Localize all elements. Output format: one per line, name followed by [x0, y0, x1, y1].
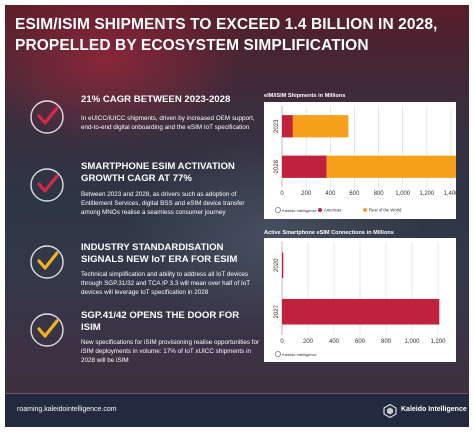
chart-1-title: eIM/iSIM Shipments in Millions	[264, 93, 346, 99]
stat-heading-4: SGP.41/42 OPENS THE DOOR FOR ISIM	[81, 310, 240, 333]
footer-divider	[5, 393, 469, 394]
bar-2028-americas	[282, 155, 327, 178]
x-tick-label: 400	[329, 339, 340, 345]
x-tick-label: 200	[303, 339, 314, 345]
bar-2028-rest-of-the-world	[326, 155, 456, 178]
chart-source: Kaleido Intelligence	[282, 352, 317, 357]
chart-1-panel: 0 200 400 600 800 1,000 1,200 1,400 2023 2028 Kale…	[264, 102, 456, 219]
x-tick-label: 800	[374, 191, 385, 197]
legend-entry: Americas	[324, 208, 341, 213]
bar-2020-value	[282, 252, 284, 279]
footer: roaming.kaleidointelligence.com Kaleido …	[5, 394, 469, 427]
stat-heading-3: INDUSTRY STANDARDISATION SIGNALS NEW IoT…	[81, 242, 238, 265]
infographic-card: ESIM/ISIM SHIPMENTS TO EXCEED 1.4 BILLIO…	[5, 5, 469, 427]
stat-item-4: SGP.41/42 OPENS THE DOOR FOR ISIM New sp…	[5, 307, 263, 377]
stat-item-3: INDUSTRY STANDARDISATION SIGNALS NEW IoT…	[5, 239, 263, 309]
checkmark-yellow-icon	[30, 245, 64, 279]
legend-swatch	[318, 208, 322, 212]
y-category-label: 2020	[274, 258, 280, 272]
page-title: ESIM/ISIM SHIPMENTS TO EXCEED 1.4 BILLIO…	[15, 16, 438, 54]
x-tick-label: 800	[381, 339, 392, 345]
stat-body-2: Between 2023 and 2028, as drivers such a…	[81, 191, 245, 216]
checkmark-red-icon	[30, 168, 64, 202]
stat-heading-2: SMARTPHONE ESIM ACTIVATION GROWTH CAGR A…	[81, 161, 235, 184]
legend-entry: Rest of the World	[369, 208, 402, 213]
x-tick-label: 1,200	[419, 191, 435, 197]
checkmark-yellow-icon	[30, 313, 64, 347]
chart-source: Kaleido Intelligence	[282, 208, 317, 213]
bar-2023-americas	[282, 115, 293, 138]
footer-url[interactable]: roaming.kaleidointelligence.com	[17, 406, 117, 413]
stat-body-3: Technical simplification and ability to …	[81, 271, 250, 296]
chart-2-title: Active Smartphone eSIM Connections in Mi…	[264, 230, 394, 236]
chart-2-panel: 0 200 400 600 800 1,000 1,200 2020 2027 Kaleido I…	[264, 238, 456, 362]
stat-body-4: New specifications for iSIM provisioning…	[81, 339, 260, 364]
x-tick-label: 600	[355, 339, 366, 345]
footer-brand-name: Kaleido Intelligence	[401, 406, 467, 413]
x-tick-label: 0	[280, 191, 284, 197]
x-tick-label: 1,000	[404, 339, 420, 345]
kaleido-badge-icon	[275, 207, 281, 213]
x-tick-label: 1,200	[430, 339, 446, 345]
x-tick-label: 200	[301, 191, 312, 197]
y-category-label: 2023	[274, 119, 280, 133]
y-category-label: 2028	[274, 159, 280, 173]
kaleido-logo-icon	[383, 404, 397, 418]
x-tick-label: 0	[280, 339, 284, 345]
stat-item-1: 21% CAGR BETWEEN 2023-2028 In eUICC/iUIC…	[5, 91, 263, 151]
bar-2023-rest-of-the-world	[292, 115, 349, 138]
x-tick-label: 1,000	[395, 191, 411, 197]
stat-item-2: SMARTPHONE ESIM ACTIVATION GROWTH CAGR A…	[5, 158, 263, 238]
legend-swatch	[363, 208, 367, 212]
y-category-label: 2027	[274, 304, 280, 318]
stat-heading-1: 21% CAGR BETWEEN 2023-2028	[81, 94, 231, 105]
x-tick-label: 1,400	[443, 191, 456, 197]
x-tick-label: 400	[325, 191, 336, 197]
x-tick-label: 600	[349, 191, 360, 197]
checkmark-red-icon	[30, 100, 64, 134]
bar-2027-value	[282, 298, 440, 325]
stat-body-1: In eUICC/iUICC shipments, driven by incr…	[81, 115, 255, 131]
kaleido-badge-icon	[275, 351, 281, 357]
